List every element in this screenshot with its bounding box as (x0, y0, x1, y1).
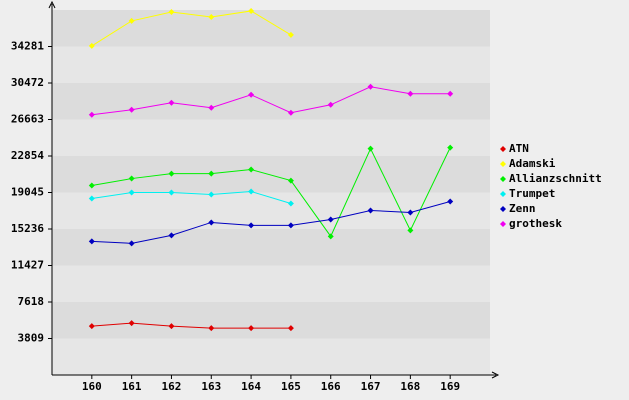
legend-label: Trumpet (509, 187, 555, 200)
point (287, 325, 294, 332)
point (128, 320, 135, 327)
point (327, 233, 334, 240)
grid-band (52, 338, 490, 375)
x-tick-label: 168 (400, 380, 420, 393)
y-tick-label: 34281 (11, 40, 44, 53)
legend-label: grothesk (509, 217, 562, 230)
point (88, 182, 95, 189)
grid-band (52, 10, 490, 47)
point (168, 323, 175, 330)
point (287, 222, 294, 229)
x-tick-label: 164 (241, 380, 261, 393)
point (327, 216, 334, 223)
grid-band (52, 265, 490, 302)
legend-label: Zenn (509, 202, 536, 215)
y-tick-label: 26663 (11, 113, 44, 126)
grid-band (52, 83, 490, 120)
point (287, 177, 294, 184)
point (447, 90, 454, 97)
point (248, 91, 255, 98)
y-axis-arrow (48, 0, 56, 9)
legend-marker (500, 191, 506, 197)
point (248, 166, 255, 173)
x-tick-label: 166 (321, 380, 341, 393)
point (407, 90, 414, 97)
point (208, 104, 215, 111)
point (168, 99, 175, 106)
x-tick-label: 165 (281, 380, 301, 393)
legend-marker (500, 221, 506, 227)
point (367, 207, 374, 214)
series-line (91, 322, 291, 329)
point (208, 219, 215, 226)
x-tick-label: 162 (162, 380, 182, 393)
point (88, 195, 95, 202)
point (208, 191, 215, 198)
y-tick-label: 11427 (11, 259, 44, 272)
point (367, 83, 374, 90)
series-line (91, 190, 292, 204)
y-tick-label: 19045 (11, 186, 44, 199)
point (287, 31, 294, 38)
point (208, 170, 215, 177)
grid-band (52, 229, 490, 266)
point (447, 198, 454, 205)
point (447, 144, 454, 151)
legend-label: Allianzschnitt (509, 172, 602, 185)
point (208, 325, 215, 332)
series-line (91, 200, 451, 244)
point (128, 189, 135, 196)
y-tick-label: 3809 (18, 332, 45, 345)
legend-marker (500, 176, 506, 182)
x-tick-label: 160 (82, 380, 102, 393)
legend-label: ATN (509, 142, 529, 155)
legend-marker (500, 206, 506, 212)
series-line (91, 147, 451, 238)
point (367, 145, 374, 152)
x-tick-label: 161 (122, 380, 142, 393)
point (128, 106, 135, 113)
point (88, 323, 95, 330)
y-tick-label: 22854 (11, 149, 44, 162)
point (208, 13, 215, 20)
y-tick-label: 15236 (11, 222, 44, 235)
point (327, 101, 334, 108)
point (88, 238, 95, 245)
x-axis-arrow (491, 371, 500, 379)
point (248, 325, 255, 332)
point (407, 209, 414, 216)
x-tick-label: 163 (201, 380, 221, 393)
legend-marker (500, 161, 506, 167)
point (168, 9, 175, 16)
point (88, 111, 95, 118)
grid-band (52, 46, 490, 83)
point (248, 7, 255, 14)
point (128, 17, 135, 24)
point (128, 175, 135, 182)
grid-band (52, 156, 490, 193)
point (287, 109, 294, 116)
grid-band (52, 302, 490, 339)
point (248, 188, 255, 195)
legend-marker (500, 146, 506, 152)
point (88, 42, 95, 49)
y-tick-label: 7618 (18, 295, 45, 308)
point (407, 227, 414, 234)
point (168, 232, 175, 239)
point (168, 189, 175, 196)
series-line (91, 86, 451, 116)
legend-label: Adamski (509, 157, 556, 170)
x-tick-label: 167 (361, 380, 381, 393)
y-tick-label: 30472 (11, 76, 44, 89)
point (168, 170, 175, 177)
x-tick-label: 169 (440, 380, 460, 393)
series-line (91, 10, 292, 47)
point (248, 222, 255, 229)
grid-band (52, 119, 490, 156)
point (287, 200, 294, 207)
point (128, 240, 135, 247)
